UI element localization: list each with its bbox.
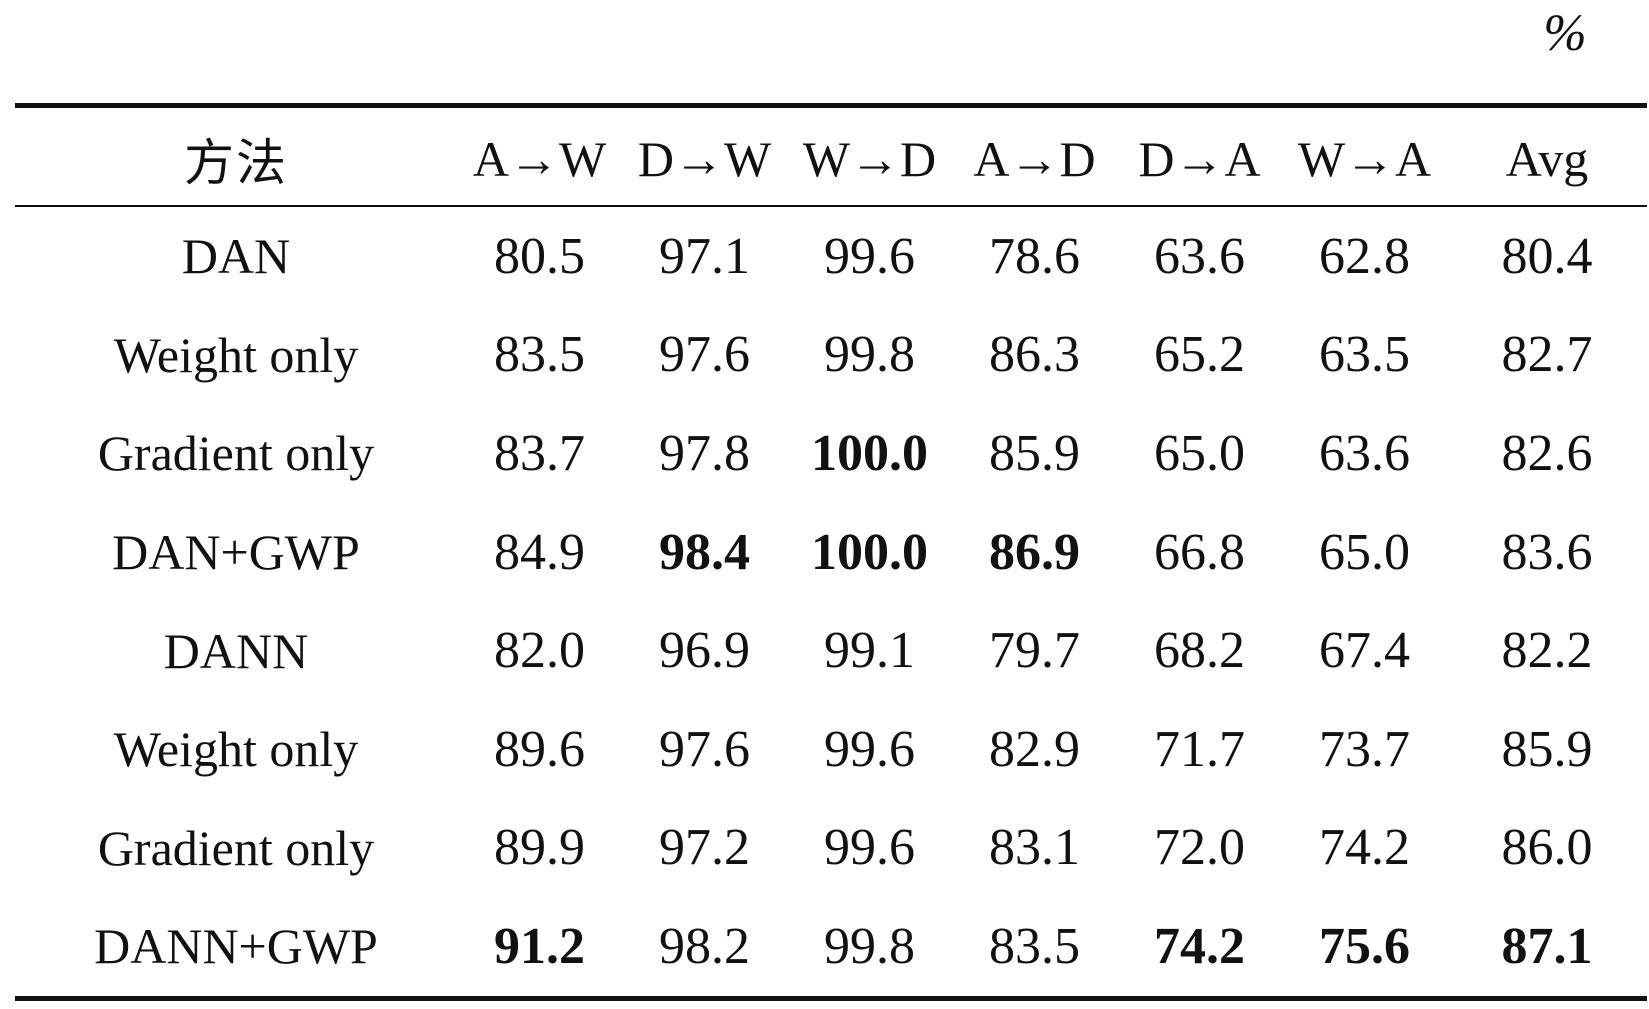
- value-cell-w-a: 63.5: [1319, 326, 1410, 384]
- method-cell: Weight only: [113, 326, 359, 383]
- value-cell-d-w: 98.2: [659, 917, 750, 975]
- value-cell-w-a: 74.2: [1319, 819, 1410, 877]
- top-rule: [15, 103, 1647, 108]
- value-cell-a-w: 89.6: [494, 720, 585, 778]
- value-cell-w-d: 99.1: [824, 622, 915, 680]
- value-cell-d-a: 65.0: [1154, 424, 1245, 482]
- value-cell-a-w: 91.2: [494, 917, 585, 975]
- table-row: DAN+GWP 84.9 98.4 100.0 86.9 66.8 65.0 83.6: [15, 503, 1647, 602]
- method-cell: Gradient only: [97, 425, 375, 482]
- column-header-w-a: W→A: [1297, 130, 1432, 187]
- column-header-w-d: W→D: [802, 130, 937, 187]
- header-rule: [15, 205, 1647, 207]
- table-row: DAN 80.5 97.1 99.6 78.6 63.6 62.8 80.4: [15, 207, 1647, 306]
- value-cell-avg: 83.6: [1501, 523, 1593, 581]
- value-cell-w-d: 100.0: [811, 523, 928, 581]
- value-cell-w-a: 65.0: [1319, 523, 1410, 581]
- table-row: Gradient only 83.7 97.8 100.0 85.9 65.0 63.6 82…: [15, 404, 1647, 503]
- method-cell: DAN+GWP: [112, 524, 360, 581]
- value-cell-d-w: 97.1: [659, 227, 750, 285]
- value-cell-w-d: 99.8: [824, 917, 915, 975]
- value-cell-avg: 86.0: [1501, 819, 1593, 877]
- value-cell-a-w: 82.0: [494, 622, 585, 680]
- header-row: 方法 A→W D→W W→D A→D D→A W→A Avg: [15, 110, 1647, 207]
- value-cell-w-a: 62.8: [1319, 227, 1410, 285]
- value-cell-d-w: 98.4: [659, 523, 750, 581]
- value-cell-w-d: 99.6: [824, 227, 915, 285]
- value-cell-a-w: 83.7: [494, 424, 585, 482]
- value-cell-a-d: 79.7: [989, 622, 1080, 680]
- table-row: DANN 82.0 96.9 99.1 79.7 68.2 67.4 82.2: [15, 601, 1647, 700]
- value-cell-d-a: 65.2: [1154, 326, 1245, 384]
- value-cell-d-a: 72.0: [1154, 819, 1245, 877]
- unit-label: %: [1543, 5, 1587, 62]
- value-cell-d-w: 97.6: [659, 720, 750, 778]
- column-header-method: 方法: [184, 134, 288, 191]
- value-cell-avg: 82.6: [1501, 424, 1593, 482]
- value-cell-d-w: 97.6: [659, 326, 750, 384]
- value-cell-a-d: 86.9: [989, 523, 1080, 581]
- value-cell-avg: 82.2: [1501, 622, 1593, 680]
- bottom-rule: [15, 996, 1647, 1001]
- value-cell-d-w: 96.9: [659, 622, 750, 680]
- table-row: DANN+GWP 91.2 98.2 99.8 83.5 74.2 75.6 87.1: [15, 897, 1647, 996]
- column-header-d-a: D→A: [1138, 130, 1261, 187]
- results-table: 方法 A→W D→W W→D A→D D→A W→A Avg DAN 80.5 97…: [15, 110, 1647, 996]
- value-cell-d-a: 66.8: [1154, 523, 1245, 581]
- method-cell: Weight only: [113, 721, 359, 778]
- value-cell-avg: 85.9: [1501, 720, 1593, 778]
- value-cell-a-d: 86.3: [989, 326, 1080, 384]
- value-cell-a-w: 84.9: [494, 523, 585, 581]
- method-cell: DANN+GWP: [94, 918, 378, 975]
- value-cell-a-d: 82.9: [989, 720, 1080, 778]
- value-cell-d-a: 68.2: [1154, 622, 1245, 680]
- value-cell-avg: 87.1: [1501, 917, 1593, 975]
- value-cell-w-d: 99.8: [824, 326, 915, 384]
- value-cell-w-a: 67.4: [1319, 622, 1410, 680]
- method-cell: Gradient only: [97, 819, 375, 876]
- value-cell-a-d: 85.9: [989, 424, 1080, 482]
- value-cell-d-w: 97.2: [659, 819, 750, 877]
- column-header-a-d: A→D: [973, 130, 1096, 187]
- value-cell-a-w: 80.5: [494, 227, 585, 285]
- value-cell-w-a: 63.6: [1319, 424, 1410, 482]
- column-header-d-w: D→W: [637, 130, 772, 187]
- method-cell: DAN: [181, 228, 291, 285]
- value-cell-avg: 80.4: [1501, 227, 1593, 285]
- value-cell-a-d: 78.6: [989, 227, 1080, 285]
- value-cell-d-a: 74.2: [1154, 917, 1245, 975]
- column-header-avg: Avg: [1505, 130, 1589, 187]
- value-cell-w-a: 75.6: [1319, 917, 1410, 975]
- table-row: Weight only 83.5 97.6 99.8 86.3 65.2 63.5 82.7: [15, 306, 1647, 405]
- value-cell-d-w: 97.8: [659, 424, 750, 482]
- value-cell-a-w: 83.5: [494, 326, 585, 384]
- table-row: Weight only 89.6 97.6 99.6 82.9 71.7 73.7 85.9: [15, 700, 1647, 799]
- value-cell-w-a: 73.7: [1319, 720, 1410, 778]
- value-cell-d-a: 63.6: [1154, 227, 1245, 285]
- value-cell-w-d: 100.0: [811, 424, 928, 482]
- value-cell-w-d: 99.6: [824, 819, 915, 877]
- column-header-a-w: A→W: [472, 130, 607, 187]
- value-cell-a-w: 89.9: [494, 819, 585, 877]
- value-cell-avg: 82.7: [1501, 326, 1593, 384]
- table-row: Gradient only 89.9 97.2 99.6 83.1 72.0 74.2 86.…: [15, 799, 1647, 898]
- table-body: DAN 80.5 97.1 99.6 78.6 63.6 62.8 80.4 Weight on…: [15, 207, 1647, 996]
- value-cell-a-d: 83.1: [989, 819, 1080, 877]
- value-cell-a-d: 83.5: [989, 917, 1080, 975]
- value-cell-w-d: 99.6: [824, 720, 915, 778]
- method-cell: DANN: [163, 622, 309, 679]
- value-cell-d-a: 71.7: [1154, 720, 1245, 778]
